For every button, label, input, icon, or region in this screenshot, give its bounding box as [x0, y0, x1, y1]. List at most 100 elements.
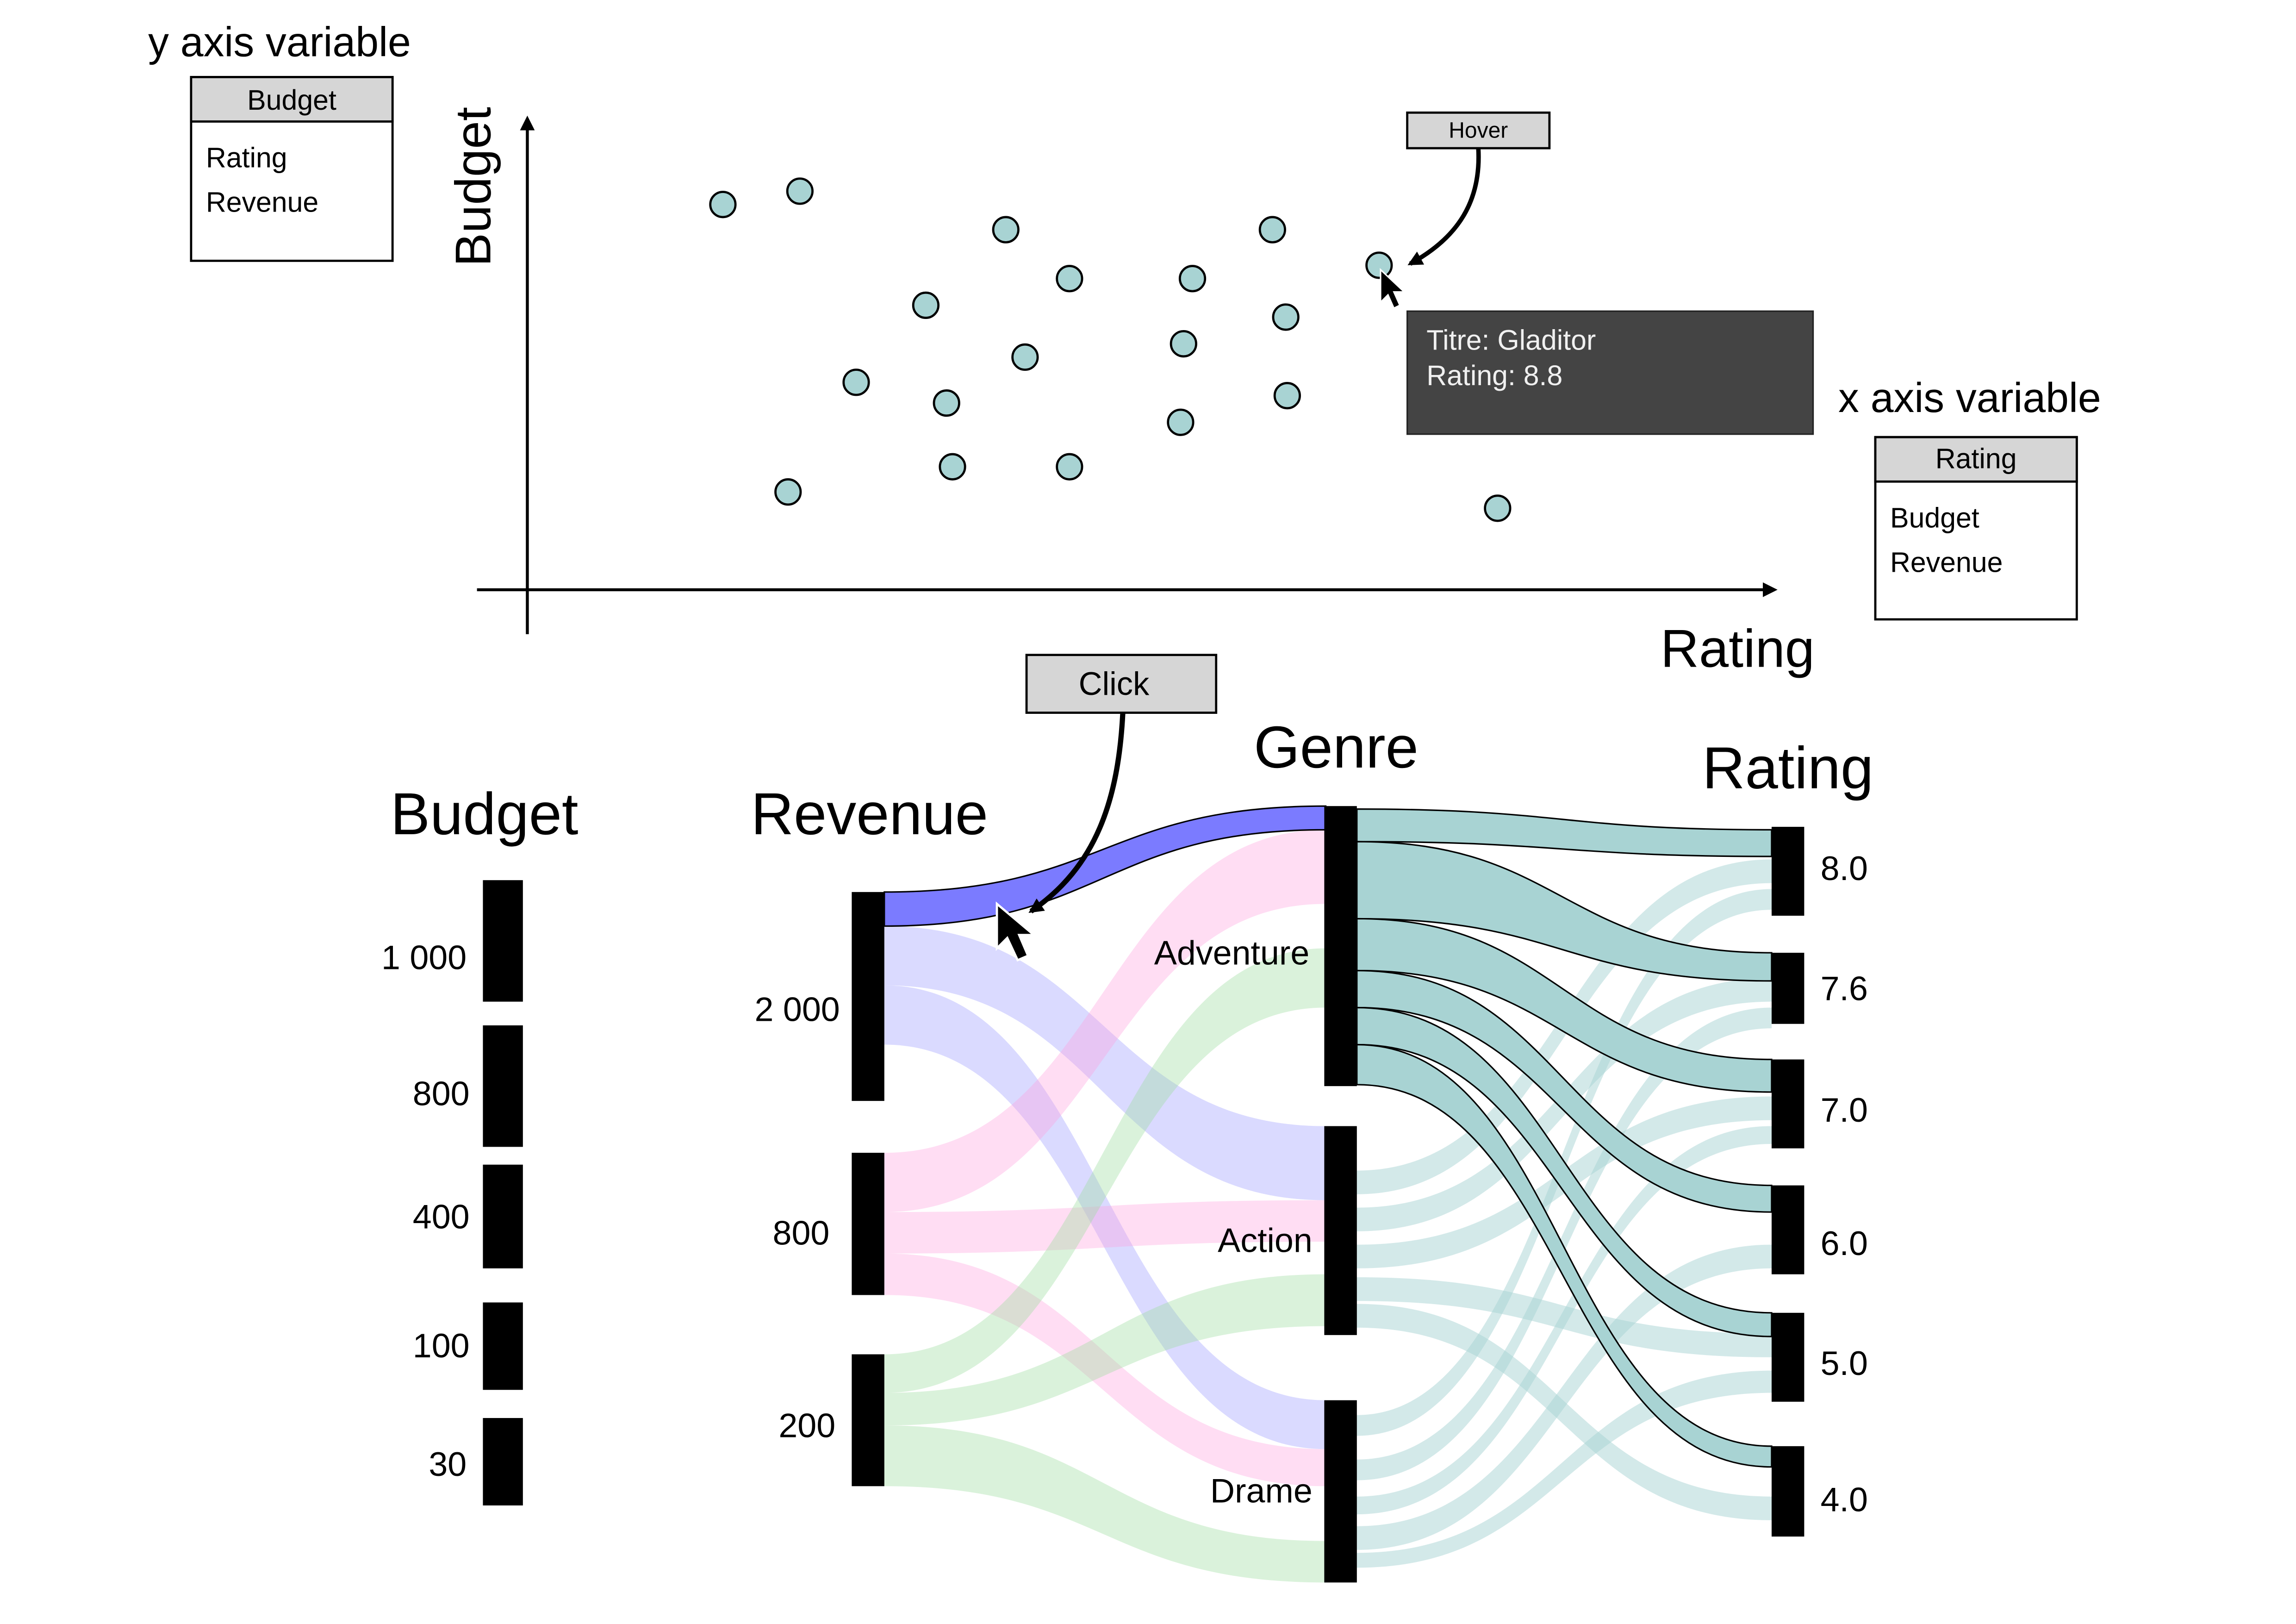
rating-bar[interactable]: [1771, 1185, 1804, 1274]
highlighted-ribbons: [884, 805, 1773, 1468]
budget-bar[interactable]: [483, 880, 523, 1002]
ps-axis-title-genre: Genre: [1254, 714, 1419, 781]
x-axis-selector-selected[interactable]: [1874, 436, 2078, 483]
scatter-point[interactable]: [1258, 216, 1286, 244]
budget-label: 100: [413, 1326, 470, 1365]
revenue-label: 200: [778, 1406, 835, 1445]
x-axis-selected-label: Rating: [1935, 443, 2017, 474]
scatter-point[interactable]: [992, 216, 1020, 244]
genre-bar[interactable]: [1324, 1400, 1357, 1583]
ribbon-drame-7.6[interactable]: [1356, 1007, 1772, 1480]
rating-label: 6.0: [1821, 1224, 1868, 1262]
hover-arrow: [1407, 148, 1481, 266]
ps-axis-title-budget: Budget: [391, 781, 579, 847]
y-axis-option[interactable]: Revenue: [206, 187, 318, 218]
parallel-sets: Budget Revenue Genre Rating: [381, 654, 1873, 1583]
budget-label: 800: [413, 1074, 470, 1113]
scatter-point[interactable]: [1056, 265, 1083, 293]
rating-bar[interactable]: [1771, 827, 1804, 916]
revenue-bar[interactable]: [852, 892, 884, 1101]
hover-callout: [1406, 111, 1551, 150]
x-axis-selector[interactable]: Rating Budget Revenue: [1874, 436, 2078, 621]
rating-bar[interactable]: [1771, 1312, 1804, 1402]
revenue-axis: 2 000 800 200: [755, 892, 884, 1487]
x-axis-option[interactable]: Budget: [1890, 502, 1979, 533]
ribbon-800-adventure[interactable]: [884, 830, 1326, 1212]
revenue-label: 800: [773, 1214, 830, 1252]
scatter-point[interactable]: [842, 369, 870, 396]
ribbon-action-4.0[interactable]: [1356, 1304, 1772, 1520]
tooltip-rating: Rating: 8.8: [1426, 360, 1562, 391]
genre-bar[interactable]: [1324, 1126, 1357, 1335]
rating-bar[interactable]: [1771, 1446, 1804, 1537]
ribbon-2000-drame[interactable]: [884, 985, 1326, 1449]
scatter-point[interactable]: [939, 453, 966, 481]
ribbon-2000-action[interactable]: [884, 926, 1326, 1200]
rating-label: 7.0: [1821, 1091, 1868, 1129]
revenue-bar[interactable]: [852, 1153, 884, 1295]
y-axis-selector-selected[interactable]: [190, 76, 394, 123]
ribbon-200-action[interactable]: [884, 1274, 1326, 1426]
y-axis-selected-label: Budget: [247, 84, 336, 116]
budget-label: 30: [429, 1445, 467, 1483]
ribbon-800-drame[interactable]: [884, 1253, 1326, 1487]
scatter-x-axis-label: Rating: [1661, 619, 1815, 678]
budget-label: 400: [413, 1197, 470, 1236]
genre-bar[interactable]: [1324, 806, 1357, 1087]
y-axis-selector[interactable]: Budget Rating Revenue: [190, 76, 394, 262]
scatter-point[interactable]: [933, 389, 960, 417]
genre-label: Action: [1218, 1221, 1313, 1260]
rating-bar[interactable]: [1771, 1059, 1804, 1149]
budget-bar[interactable]: [483, 1302, 523, 1390]
rating-label: 7.6: [1821, 969, 1868, 1007]
click-callout-label: Click: [1079, 665, 1150, 702]
scatter-point[interactable]: [1167, 408, 1195, 436]
y-axis-option[interactable]: Rating: [206, 142, 287, 174]
click-callout: [1025, 654, 1218, 714]
scatter-point[interactable]: [1011, 343, 1039, 371]
scatter-point[interactable]: [1272, 303, 1300, 331]
hover-callout-label: Hover: [1449, 119, 1508, 143]
scatter-point[interactable]: [1170, 330, 1197, 358]
ribbon-drame-6.0[interactable]: [1356, 1244, 1772, 1550]
budget-axis: 1 000 800 400 100 30: [381, 880, 523, 1505]
scatter-y-axis-label: Budget: [445, 107, 501, 267]
scatter-point[interactable]: [1273, 382, 1301, 410]
ribbon-800-action[interactable]: [884, 1200, 1326, 1254]
cursor-icon: [996, 901, 1037, 962]
genre-label: Drame: [1210, 1472, 1313, 1510]
ribbon-200-drame[interactable]: [884, 1425, 1326, 1583]
budget-bar[interactable]: [483, 1418, 523, 1505]
genre-label: Adventure: [1154, 934, 1310, 972]
x-axis-selector-title: x axis variable: [1838, 375, 2101, 421]
ps-axis-title-rating: Rating: [1702, 735, 1873, 801]
cursor-icon: [1380, 268, 1406, 309]
scatter-point[interactable]: [786, 177, 814, 205]
y-axis-selector-title: y axis variable: [148, 19, 411, 65]
budget-label: 1 000: [381, 938, 467, 976]
scatter-point[interactable]: [1484, 494, 1512, 522]
revenue-label: 2 000: [755, 990, 840, 1028]
rating-label: 5.0: [1821, 1344, 1868, 1382]
budget-bar[interactable]: [483, 1025, 523, 1147]
ps-axis-title-revenue: Revenue: [751, 781, 988, 847]
ribbon-drame-7.0[interactable]: [1356, 1126, 1772, 1515]
scatter-point[interactable]: [1056, 453, 1083, 481]
tooltip-title: Titre: Gladitor: [1426, 324, 1596, 356]
rating-axis: 8.0 7.6 7.0 6.0 5.0 4.0: [1771, 827, 1868, 1537]
budget-bar[interactable]: [483, 1164, 523, 1268]
x-axis-option[interactable]: Revenue: [1890, 546, 2003, 578]
scatter-point[interactable]: [1365, 251, 1393, 279]
rating-label: 4.0: [1821, 1480, 1868, 1519]
rating-label: 8.0: [1821, 849, 1868, 887]
scatter-point[interactable]: [774, 478, 802, 506]
rating-bar[interactable]: [1771, 953, 1804, 1024]
scatter-point[interactable]: [709, 191, 737, 219]
scatter-point[interactable]: [1178, 265, 1207, 293]
ribbon-200-adventure[interactable]: [884, 948, 1326, 1393]
revenue-bar[interactable]: [852, 1354, 884, 1487]
ribbon-drame-5.0[interactable]: [1356, 1370, 1772, 1568]
scatter-plot: y axis variable Budget Rating Revenue Bu…: [148, 19, 2101, 679]
scatter-point[interactable]: [912, 291, 940, 319]
